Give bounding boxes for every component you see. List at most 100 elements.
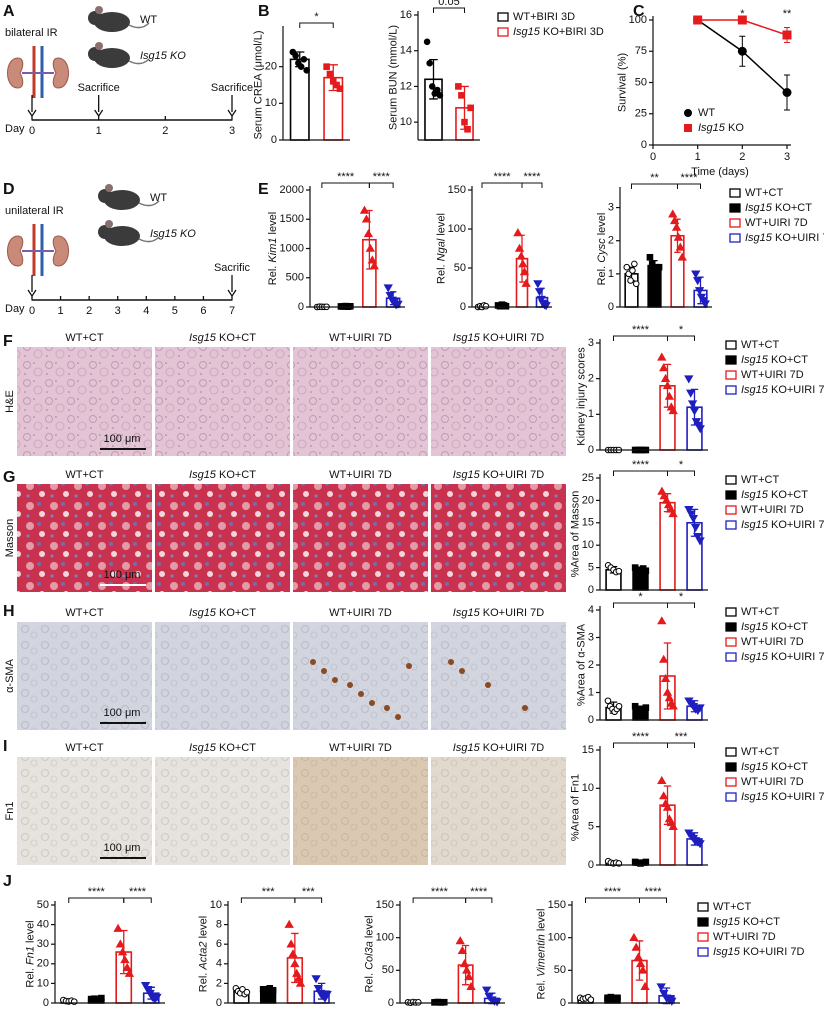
legend-swatch bbox=[725, 762, 737, 772]
data-point bbox=[286, 939, 296, 948]
significance-bracket bbox=[677, 183, 701, 189]
panel-letter: A bbox=[3, 3, 15, 20]
data-point bbox=[632, 280, 640, 288]
column-label: WT+CT bbox=[65, 332, 103, 344]
data-point bbox=[322, 990, 332, 999]
y-tick-label: 0 bbox=[588, 584, 594, 596]
significance-bracket bbox=[321, 182, 370, 188]
column-label: Isg15 KO+CT bbox=[189, 607, 256, 619]
legend-swatch bbox=[725, 652, 737, 662]
significance-label: **** bbox=[632, 731, 650, 743]
y-tick-label: 0 bbox=[588, 444, 594, 456]
y-axis-title: Rel. Col3a level bbox=[363, 915, 375, 992]
data-point bbox=[655, 263, 663, 271]
y-tick-label: 0 bbox=[298, 301, 304, 313]
timeline-day: 5 bbox=[172, 305, 178, 317]
column-label: WT+UIRI 7D bbox=[329, 607, 392, 619]
data-point bbox=[365, 243, 376, 252]
significance-bracket bbox=[299, 22, 334, 28]
timeline-day: 3 bbox=[229, 125, 235, 137]
y-tick-label: 10 bbox=[582, 539, 594, 551]
y-tick-label: 10 bbox=[400, 116, 412, 128]
data-point bbox=[329, 78, 337, 85]
legend-swatch bbox=[497, 12, 509, 22]
y-axis-title: Rel. Fn1 level bbox=[25, 920, 37, 987]
significance-label: *** bbox=[262, 886, 276, 898]
y-axis-title: Serum BUN (mmol/L) bbox=[388, 25, 400, 130]
data-point bbox=[464, 125, 471, 133]
data-point bbox=[295, 978, 306, 987]
y-tick-label: 1500 bbox=[280, 213, 304, 225]
data-point bbox=[686, 389, 696, 398]
significance-label: **** bbox=[88, 886, 106, 898]
y-tick-label: 50 bbox=[635, 76, 647, 88]
significance-bracket bbox=[667, 602, 695, 608]
data-point bbox=[143, 985, 153, 995]
data-point bbox=[122, 962, 132, 972]
x-tick-label: 2 bbox=[739, 151, 745, 163]
y-axis-title: %Area of Fn1 bbox=[570, 774, 582, 841]
y-axis-title: Rel. Acta2 level bbox=[198, 916, 210, 992]
data-point bbox=[243, 988, 251, 996]
data-point bbox=[627, 277, 634, 284]
data-point bbox=[290, 958, 300, 968]
y-tick-label: 2 bbox=[588, 373, 594, 385]
data-point bbox=[455, 936, 465, 945]
stain-spot bbox=[347, 682, 353, 688]
significance-label: **** bbox=[632, 324, 650, 336]
y-tick-label: 50 bbox=[382, 964, 394, 976]
mouse-icon bbox=[105, 220, 113, 228]
scale-bar-label: 100 μm bbox=[104, 707, 141, 719]
legend-label: Isg15 KO+UIRI 7D bbox=[745, 232, 824, 244]
data-point bbox=[695, 425, 705, 434]
data-point bbox=[428, 83, 436, 90]
timeline-day: 2 bbox=[86, 305, 92, 317]
y-axis-title: %Area of α-SMA bbox=[576, 623, 588, 706]
data-point bbox=[684, 375, 694, 384]
data-point bbox=[385, 292, 395, 301]
significance-bracket bbox=[240, 897, 296, 903]
legend-label: Isg15 KO+UIRI 7D bbox=[741, 791, 824, 803]
data-point bbox=[359, 205, 370, 214]
panel-letter: J bbox=[3, 873, 12, 890]
data-point bbox=[459, 958, 470, 968]
arrow-head bbox=[27, 289, 37, 298]
significance-label: **** bbox=[644, 886, 662, 898]
timeline-label: Day bbox=[5, 123, 25, 135]
legend-swatch bbox=[697, 932, 709, 942]
y-tick-label: 2 bbox=[588, 659, 594, 671]
legend-label: WT+UIRI 7D bbox=[713, 931, 776, 943]
significance-label: * bbox=[679, 591, 684, 603]
y-tick-label: 0 bbox=[216, 997, 222, 1009]
timeline-day: 7 bbox=[229, 305, 235, 317]
data-point bbox=[326, 70, 334, 78]
data-point bbox=[333, 81, 340, 89]
data-point bbox=[668, 209, 678, 218]
legend-label: WT+CT bbox=[741, 746, 779, 758]
x-axis-title: Time (days) bbox=[691, 166, 749, 178]
legend-label: Isg15 KO+UIRI 7D bbox=[741, 384, 824, 396]
micrograph bbox=[431, 622, 566, 730]
significance-bracket bbox=[639, 897, 667, 903]
y-tick-label: 6 bbox=[216, 938, 222, 950]
data-point bbox=[657, 352, 667, 361]
data-point bbox=[311, 975, 321, 984]
data-point bbox=[292, 52, 299, 59]
data-point bbox=[668, 509, 678, 518]
legend-label: WT bbox=[698, 107, 715, 119]
significance-bracket bbox=[613, 602, 668, 608]
data-point bbox=[367, 255, 377, 264]
legend-swatch bbox=[725, 505, 737, 515]
legend-label: WT+CT bbox=[713, 901, 751, 913]
y-tick-label: 75 bbox=[635, 45, 647, 57]
micrograph bbox=[431, 757, 566, 865]
mouse-icon bbox=[128, 58, 150, 65]
significance-bracket bbox=[613, 742, 668, 748]
significance-bracket bbox=[294, 897, 323, 903]
significance-label: **** bbox=[129, 886, 147, 898]
y-tick-label: 100 bbox=[629, 14, 647, 26]
significance-label: **** bbox=[470, 886, 488, 898]
data-point bbox=[516, 251, 526, 260]
y-tick-label: 2 bbox=[216, 977, 222, 989]
data-point bbox=[737, 15, 747, 25]
